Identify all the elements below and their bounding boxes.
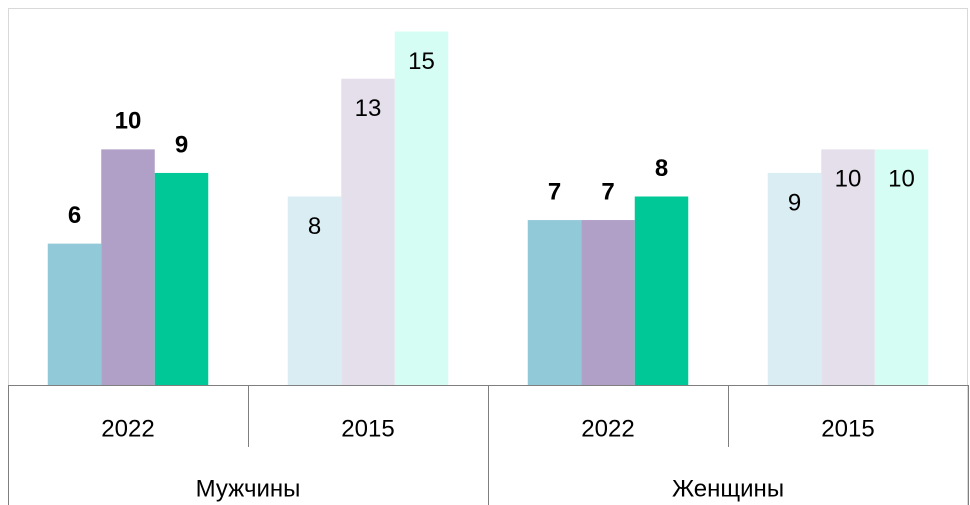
- bar: [47, 243, 102, 385]
- data-label: 9: [175, 131, 188, 158]
- bar: [394, 31, 449, 385]
- data-label: 10: [115, 108, 142, 135]
- data-label: 7: [601, 178, 614, 205]
- bar: [767, 172, 822, 385]
- x-tick-label: 2022: [101, 415, 154, 442]
- bar: [101, 149, 155, 385]
- x-tick-label: 2015: [821, 415, 874, 442]
- chart-border: [8, 8, 968, 505]
- bar: [874, 149, 929, 385]
- bar: [581, 220, 635, 385]
- bar: [527, 220, 582, 385]
- data-label: 10: [835, 166, 862, 193]
- x-tick-label: 2015: [341, 415, 394, 442]
- bar: [821, 149, 875, 385]
- data-label: 7: [548, 178, 561, 205]
- bar: [341, 78, 395, 385]
- x-tick-label: 2022: [581, 415, 634, 442]
- group-label: Женщины: [672, 475, 784, 502]
- data-label: 6: [68, 202, 81, 229]
- group-label: Мужчины: [196, 475, 301, 502]
- data-label: 15: [408, 48, 435, 75]
- bar: [287, 196, 342, 385]
- data-label: 10: [888, 166, 915, 193]
- bar: [634, 196, 689, 385]
- bar: [154, 172, 209, 385]
- data-label: 8: [308, 213, 321, 240]
- data-label: 8: [655, 155, 668, 182]
- data-label: 9: [788, 189, 801, 216]
- data-label: 13: [355, 95, 382, 122]
